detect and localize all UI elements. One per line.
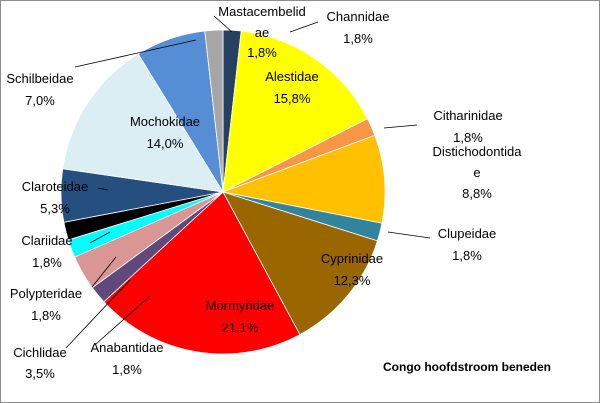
value-label: 21,1% — [221, 320, 259, 335]
slice-label: Cyprinidae — [320, 251, 384, 266]
slice-label: Citharinidae — [433, 108, 503, 123]
pie-slice — [62, 53, 224, 193]
leader-line — [383, 124, 418, 129]
leader-line — [289, 21, 319, 33]
value-label: 1,8% — [247, 45, 277, 60]
value-label: 1,8% — [453, 130, 483, 145]
slice-label: Claroteidae — [21, 179, 89, 194]
value-label: 1,8% — [32, 255, 62, 270]
value-label: 1,8% — [112, 362, 142, 377]
value-label: 1,8% — [452, 248, 482, 263]
pie-slice — [222, 30, 369, 193]
slice-label: Polypteridae — [9, 286, 83, 301]
pie-slice — [204, 29, 224, 193]
slice-label: Alestidae — [265, 69, 319, 84]
value-label: 15,8% — [273, 91, 311, 106]
leader-line — [65, 279, 131, 349]
leader-line — [89, 231, 111, 244]
pie-slice — [103, 191, 301, 355]
slice-label: Schilbeidae — [6, 71, 74, 86]
value-label: 7,0% — [25, 93, 55, 108]
leader-line — [213, 15, 233, 33]
value-label: 3,5% — [25, 366, 55, 381]
slice-label: Clariidae — [21, 233, 73, 248]
slice-label: Cichlidae — [13, 345, 67, 360]
slice-label: Clupeidae — [437, 226, 497, 241]
value-label: 14,0% — [146, 136, 184, 151]
value-label: 8,8% — [462, 186, 492, 201]
leader-line — [387, 231, 431, 239]
leader-line — [95, 295, 151, 345]
pie-slice — [222, 191, 378, 336]
value-label: 1,8% — [343, 31, 373, 46]
value-label: 5,3% — [40, 201, 70, 216]
value-label: 12,3% — [333, 273, 371, 288]
slice-label: Channidae — [326, 9, 390, 24]
slice-label: Mormyridae — [205, 298, 275, 313]
value-label: 1,8% — [31, 308, 61, 323]
slice-label: Mochokidae — [129, 114, 201, 129]
chart-subtitle: Congo hoofdstroom beneden — [383, 360, 551, 374]
leader-line — [91, 256, 117, 288]
slice-label: Anabantidae — [90, 340, 164, 355]
leader-line — [97, 187, 109, 191]
slice-label: Distichodontidae — [432, 144, 522, 180]
pie-slice — [221, 134, 386, 224]
slice-label: Mastacembelidae — [218, 4, 306, 40]
leader-line — [74, 39, 197, 68]
